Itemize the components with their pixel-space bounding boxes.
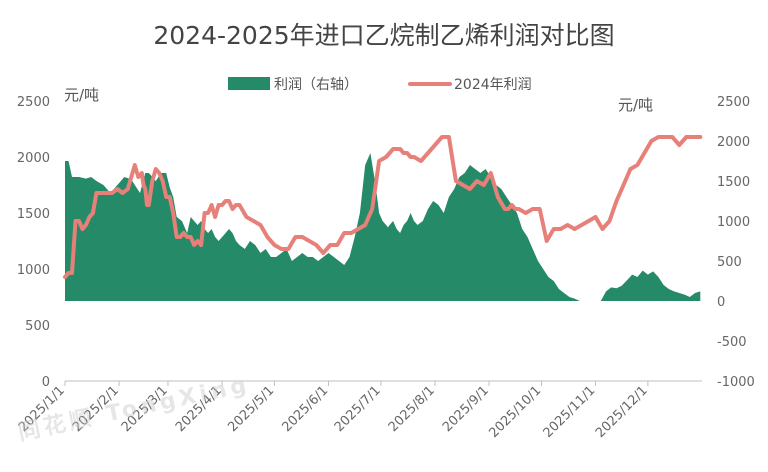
x-tick-label: 2025/11/1 (541, 383, 599, 441)
right-tick-label: 2500 (717, 95, 750, 110)
left-tick-label: 0 (42, 375, 50, 390)
legend-label-profit: 利润（右轴） (274, 77, 358, 93)
plot-area (63, 135, 703, 301)
x-tick-label: 2025/6/1 (279, 383, 331, 435)
right-axis-unit: 元/吨 (618, 96, 653, 114)
x-tick-label: 2025/9/1 (440, 383, 492, 435)
x-tick-label: 2025/10/1 (487, 383, 545, 441)
left-tick-label: 1000 (17, 263, 50, 278)
right-tick-label: 0 (717, 295, 725, 310)
left-tick-label: 500 (25, 319, 50, 334)
left-tick-label: 2000 (17, 151, 50, 166)
left-axis-unit: 元/吨 (64, 86, 99, 104)
profit-2024-line-series (63, 135, 703, 279)
right-tick-label: 1000 (717, 215, 750, 230)
right-tick-label: 500 (717, 255, 742, 270)
x-tick-label: 2025/8/1 (386, 383, 438, 435)
legend: 利润（右轴） 2024年利润 (228, 77, 532, 93)
right-tick-label: -500 (717, 335, 747, 350)
right-tick-label: 2000 (717, 135, 750, 150)
left-axis: 0 500 1000 1500 2000 2500 (17, 95, 50, 390)
profit-area-series (65, 153, 701, 301)
right-tick-label: 1500 (717, 175, 750, 190)
right-axis: -1000 -500 0 500 1000 1500 2000 2500 (717, 95, 755, 390)
right-tick-label: -1000 (717, 375, 755, 390)
x-tick-label: 2025/12/1 (593, 383, 651, 441)
left-tick-label: 2500 (17, 95, 50, 110)
left-tick-label: 1500 (17, 207, 50, 222)
legend-swatch-profit (228, 77, 270, 90)
chart-title: 2024-2025年进口乙烷制乙烯利润对比图 (153, 21, 614, 50)
x-tick-label: 2025/7/1 (332, 383, 384, 435)
legend-label-2024: 2024年利润 (454, 77, 532, 93)
